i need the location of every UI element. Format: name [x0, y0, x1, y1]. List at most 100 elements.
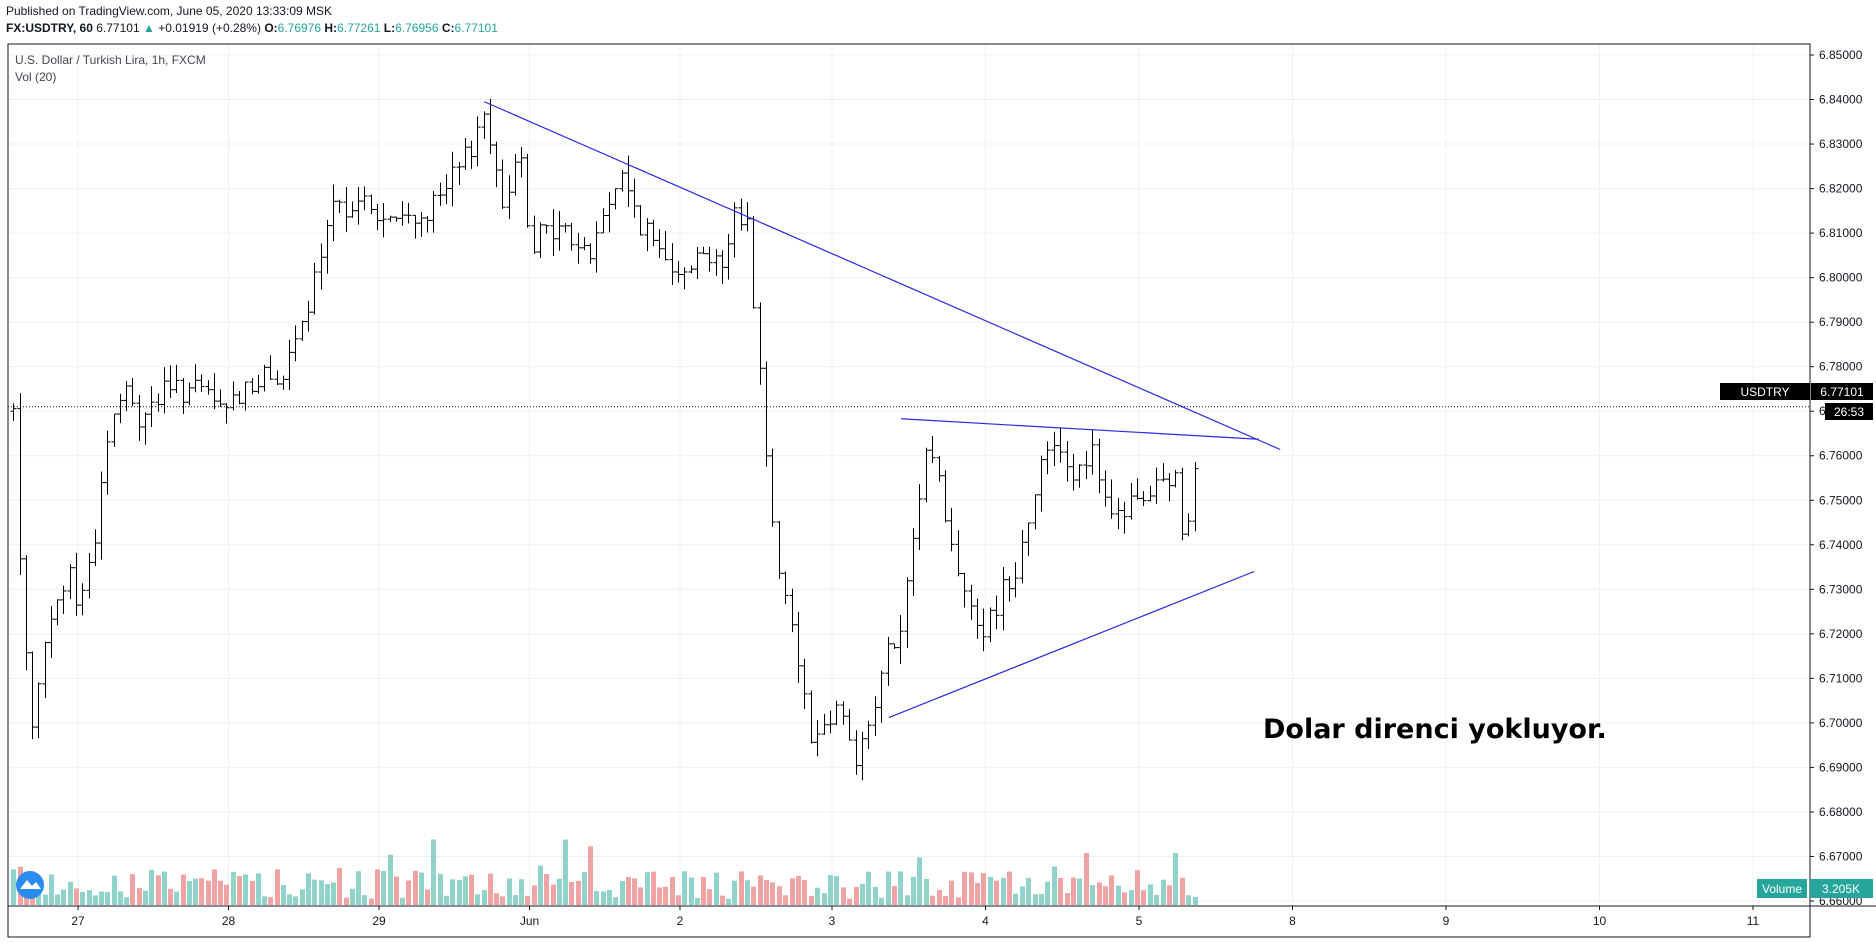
volume-bar — [720, 895, 725, 905]
volume-bar — [714, 872, 719, 905]
price-axis[interactable]: 6.85000 6.84000 6.83000 6.82000 6.81000 6.800… — [1810, 48, 1863, 908]
volume-bar — [898, 871, 903, 905]
time-tick-label: 28 — [222, 914, 236, 928]
volume-bar — [569, 882, 574, 905]
volume-bar — [1045, 881, 1050, 905]
volume-bar — [381, 871, 386, 905]
volume-bar — [350, 888, 355, 905]
volume-bar — [74, 888, 79, 905]
volume-bar — [873, 886, 878, 905]
current-price-value: 6.77101 — [1820, 385, 1864, 399]
price-tick-label: 6.83000 — [1819, 137, 1863, 151]
volume-bar — [1058, 877, 1063, 905]
change-value: +0.01919 (+0.28%) — [158, 21, 261, 35]
volume-bar — [930, 895, 935, 905]
volume-bar — [199, 878, 204, 905]
volume-bar — [519, 879, 524, 905]
bar-countdown: 26:53 — [1834, 405, 1864, 419]
time-tick-label: 29 — [372, 914, 386, 928]
volume-bar — [1116, 885, 1121, 905]
volume-bar — [1001, 877, 1006, 905]
volume-bar — [695, 897, 700, 905]
volume-bar — [576, 880, 581, 905]
volume-bar — [532, 885, 537, 905]
volume-badge-value: 3.205K — [1822, 882, 1860, 896]
volume-bar — [1180, 877, 1185, 905]
time-axis[interactable]: 27 28 29 Jun 2 3 4 5 8 9 10 11 — [71, 906, 1760, 928]
volume-bar — [444, 895, 449, 905]
volume-bar — [860, 883, 865, 905]
volume-bar — [707, 889, 712, 905]
high-value: 6.77261 — [337, 21, 381, 35]
volume-bar — [937, 889, 942, 905]
volume-bar — [482, 890, 487, 905]
volume-bar — [828, 874, 833, 905]
time-tick-label: 3 — [829, 914, 836, 928]
volume-bar — [1065, 893, 1070, 905]
price-tick-label: 6.68000 — [1819, 805, 1863, 819]
volume-bar — [790, 878, 795, 905]
volume-bar — [206, 880, 211, 905]
volume-bar — [281, 884, 286, 905]
volume-bar — [1129, 890, 1134, 905]
symbol-price-badge: USDTRY 6.77101 26:53 — [1720, 383, 1873, 420]
volume-bar — [962, 871, 967, 905]
volume-bar — [105, 892, 110, 905]
volume-bar — [866, 871, 871, 905]
price-tick-label: 6.80000 — [1819, 271, 1863, 285]
volume-bar — [43, 894, 48, 905]
volume-bar — [905, 895, 910, 905]
chart-legend-title: U.S. Dollar / Turkish Lira, 1h, FXCM — [15, 53, 206, 67]
volume-bar — [689, 877, 694, 905]
volume-bar — [892, 885, 897, 905]
volume-bar — [854, 886, 859, 905]
published-line: Published on TradingView.com, June 05, 2… — [6, 4, 332, 18]
volume-bar — [613, 897, 618, 905]
volume-bar — [588, 846, 593, 905]
volume-bar — [632, 878, 637, 905]
volume-bar — [87, 890, 92, 905]
volume-legend: Vol (20) — [15, 70, 56, 84]
low-value: 6.76956 — [395, 21, 439, 35]
volume-bar — [1007, 871, 1012, 905]
close-value: 6.77101 — [454, 21, 498, 35]
volume-bar — [956, 897, 961, 905]
volume-bar — [457, 879, 462, 905]
volume-bar — [168, 888, 173, 905]
price-tick-label: 6.79000 — [1819, 315, 1863, 329]
volume-bar — [488, 873, 493, 905]
volume-bar — [834, 876, 839, 905]
volume-bar — [1071, 877, 1076, 905]
volume-bar — [243, 874, 248, 905]
symbol-badge-label: USDTRY — [1740, 385, 1789, 399]
volume-bar — [80, 891, 85, 905]
volume-bar — [300, 889, 305, 905]
volume-bar — [732, 880, 737, 905]
volume-bar — [250, 881, 255, 905]
volume-bar — [438, 873, 443, 905]
volume-bar — [975, 882, 980, 905]
volume-bar — [981, 873, 986, 905]
tradingview-logo-icon[interactable] — [16, 871, 44, 899]
volume-bar — [325, 884, 330, 905]
volume-bar — [419, 872, 424, 905]
volume-bar — [388, 854, 393, 905]
volume-bar — [645, 872, 650, 905]
annotation-text[interactable]: Dolar direnci yokluyor. — [1263, 714, 1607, 745]
volume-bar — [193, 878, 198, 905]
volume-bar — [319, 880, 324, 905]
volume-bar — [670, 877, 675, 905]
trendlines[interactable] — [484, 101, 1281, 719]
volume-bar — [507, 878, 512, 905]
volume-bar — [1122, 892, 1127, 905]
time-tick-label: 4 — [982, 914, 989, 928]
volume-bar — [764, 880, 769, 905]
volume-bar — [362, 895, 367, 905]
volume-bar — [557, 878, 562, 905]
volume-bar — [847, 898, 852, 905]
price-tick-label: 6.73000 — [1819, 582, 1863, 596]
volume-bar — [156, 875, 161, 905]
volume-bar — [969, 872, 974, 905]
volume-bar — [137, 888, 142, 905]
